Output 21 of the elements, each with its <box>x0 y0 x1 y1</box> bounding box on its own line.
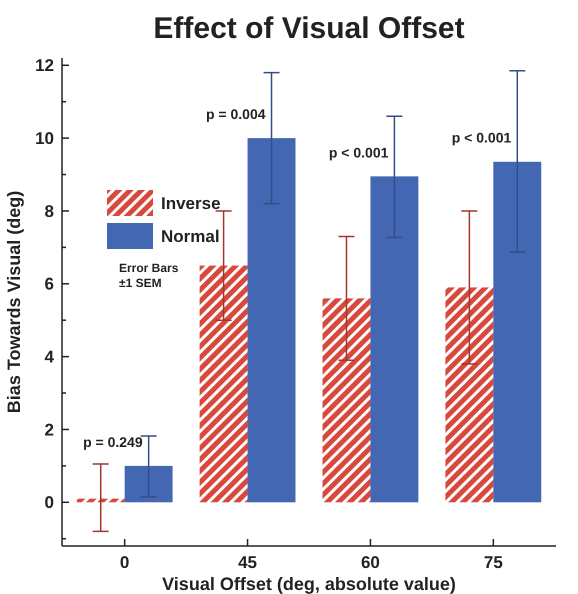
y-tick-label: 12 <box>35 56 54 76</box>
y-axis-title: Bias Towards Visual (deg) <box>4 190 24 414</box>
x-axis-title: Visual Offset (deg, absolute value) <box>162 574 456 594</box>
y-tick-label: 4 <box>44 348 55 367</box>
y-tick-label: 0 <box>44 493 54 512</box>
annotation: p < 0.001 <box>452 130 512 146</box>
legend-label: Normal <box>161 226 220 246</box>
annotation: p = 0.004 <box>206 106 266 122</box>
chart-title: Effect of Visual Offset <box>153 12 465 45</box>
y-tick-label: 8 <box>44 202 54 221</box>
x-tick-label: 75 <box>484 553 503 572</box>
legend-label: Inverse <box>161 194 221 213</box>
annotation: p = 0.249 <box>83 434 143 450</box>
y-tick-label: 6 <box>44 274 54 294</box>
y-tick-label: 2 <box>44 420 54 440</box>
x-tick-label: 60 <box>360 553 380 572</box>
x-tick-label: 0 <box>120 553 130 572</box>
annotation: Error Bars ±1 SEM <box>119 261 179 290</box>
x-tick-label: 45 <box>238 553 258 572</box>
y-tick-label: 10 <box>35 129 54 148</box>
annotation: p < 0.001 <box>328 144 389 160</box>
